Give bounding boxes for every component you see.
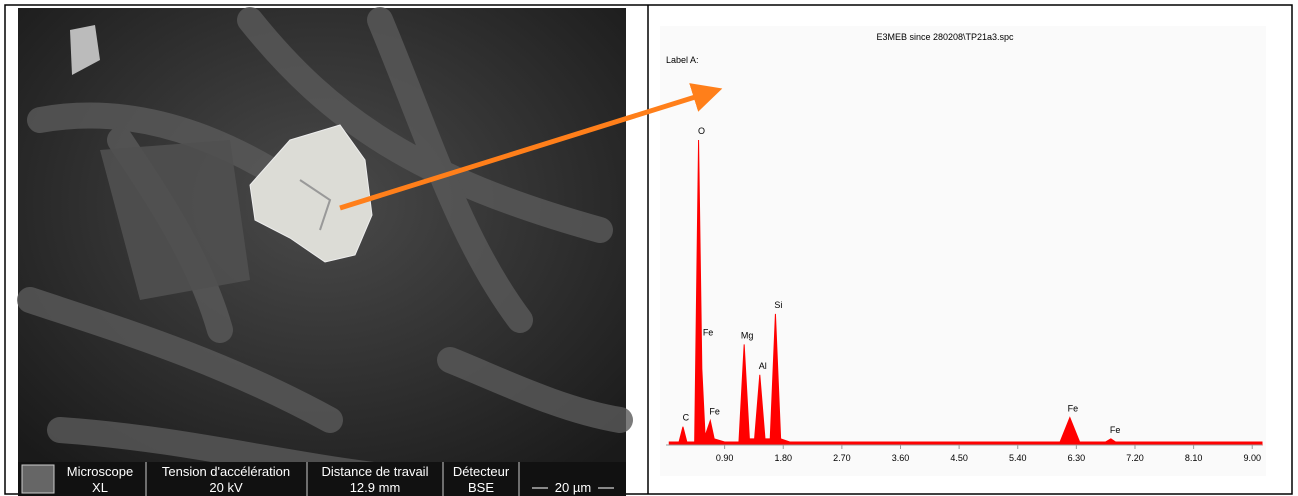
spectrum-chart: E3MEB since 280208\TP21a3.spc Label A: 0… [660, 26, 1266, 476]
x-tick-label: 3.60 [892, 453, 910, 463]
x-tick-label: 7.20 [1126, 453, 1144, 463]
info-value: BSE [468, 480, 494, 495]
info-value: XL [92, 480, 108, 495]
x-tick-label: 9.00 [1243, 453, 1261, 463]
peak-label: O [698, 126, 705, 136]
info-bar: Microscope XL Tension d'accélération 20 … [18, 462, 626, 496]
peak-label: Fe [1068, 404, 1079, 414]
x-tick-label: 0.90 [716, 453, 734, 463]
spectrum-area [668, 139, 1263, 446]
info-label: Distance de travail [322, 464, 429, 479]
peak-label: Al [759, 361, 767, 371]
peak-label: Si [774, 300, 782, 310]
peak-label: Fe [709, 407, 720, 417]
peak-label: Fe [703, 327, 714, 337]
x-tick-label: 8.10 [1185, 453, 1203, 463]
x-tick-label: 5.40 [1009, 453, 1027, 463]
info-label: Microscope [67, 464, 133, 479]
chart-subtitle: Label A: [666, 55, 699, 65]
peak-label: C [683, 413, 690, 423]
info-value: 20 kV [209, 480, 243, 495]
sem-image [17, 7, 633, 496]
x-tick-label: 2.70 [833, 453, 851, 463]
scale-bar-label: 20 µm [555, 480, 591, 495]
plot-background [660, 26, 1266, 476]
chart-title: E3MEB since 280208\TP21a3.spc [876, 32, 1014, 42]
arrow [339, 83, 723, 211]
peak-label: Fe [1110, 425, 1121, 435]
peak-label: Mg [741, 330, 754, 340]
x-tick-label: 4.50 [950, 453, 968, 463]
info-value: 12.9 mm [350, 480, 401, 495]
info-label: Détecteur [453, 464, 510, 479]
info-label: Tension d'accélération [162, 464, 290, 479]
x-tick-label: 1.80 [774, 453, 792, 463]
icon [21, 464, 55, 494]
x-tick-label: 6.30 [1068, 453, 1086, 463]
